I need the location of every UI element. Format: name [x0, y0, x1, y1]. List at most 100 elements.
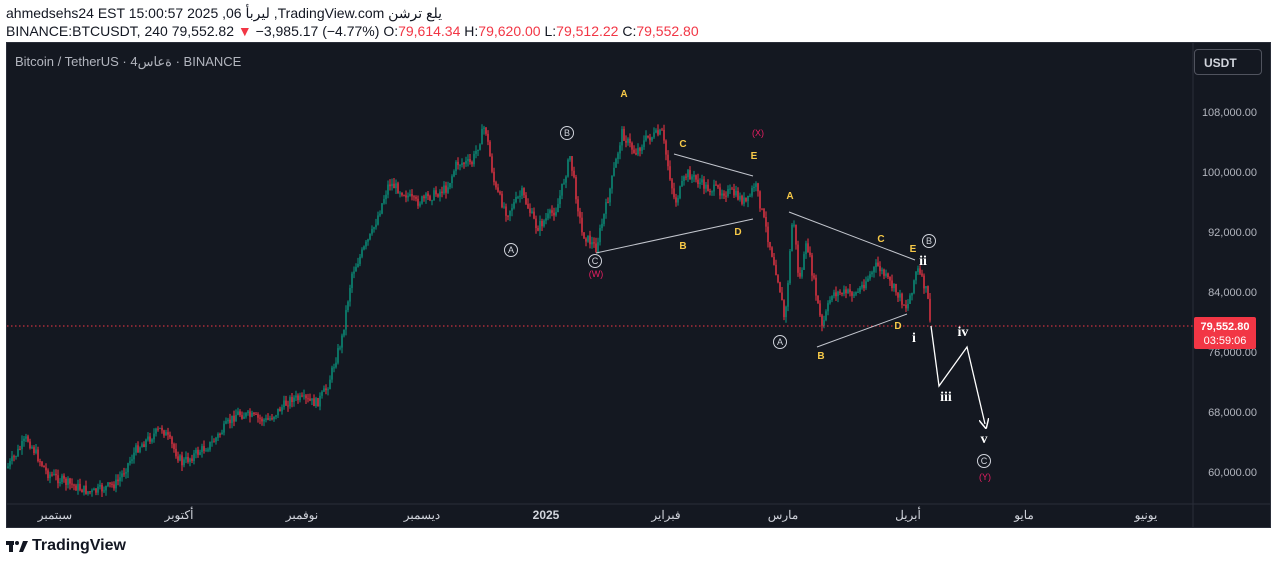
- svg-text:B: B: [564, 128, 570, 138]
- candle-body: [509, 210, 511, 216]
- price-tick: 92,000.00: [1208, 227, 1257, 239]
- candle-body: [227, 419, 229, 422]
- candle-body: [737, 190, 739, 200]
- wave-label-d2: D: [894, 321, 901, 332]
- candle-body: [367, 239, 369, 242]
- candle-body: [655, 130, 657, 133]
- candle-body: [803, 254, 805, 270]
- candle-body: [125, 472, 127, 474]
- candle-body: [587, 235, 589, 242]
- candle-body: [517, 196, 519, 198]
- circled-wave-a2: A: [773, 335, 787, 349]
- candle-body: [481, 128, 483, 145]
- candle-body: [589, 235, 591, 245]
- price-tick: 84,000.00: [1208, 287, 1257, 299]
- candle-body: [31, 447, 33, 449]
- candle-body: [215, 437, 217, 442]
- candle-body: [691, 176, 693, 180]
- candle-body: [473, 153, 475, 165]
- candle-body: [129, 460, 131, 464]
- candle-body: [869, 274, 871, 279]
- candle-body: [775, 264, 777, 276]
- candle-body: [323, 388, 325, 392]
- tradingview-logo[interactable]: TradingView: [6, 537, 126, 555]
- candle-body: [629, 138, 631, 143]
- candle-body: [891, 280, 893, 289]
- wave-label-a2: A: [786, 191, 793, 202]
- candle-body: [523, 188, 525, 196]
- chart-pane[interactable]: A C E B D A C E B D (X) (W) (Y) ii i iv …: [6, 42, 1271, 528]
- candle-body: [601, 223, 603, 229]
- currency-unit-button[interactable]: USDT: [1194, 49, 1262, 75]
- candle-body: [199, 452, 201, 455]
- candle-body: [817, 295, 819, 304]
- candle-body: [723, 193, 725, 196]
- candle-body: [105, 486, 107, 491]
- candle-body: [47, 470, 49, 479]
- candle-body: [155, 428, 157, 434]
- time-axis[interactable]: سبتمبر أكتوبر نوفمبر ديسمبر 2025 فبراير …: [37, 507, 1158, 522]
- candle-body: [327, 389, 329, 391]
- svg-text:B: B: [926, 236, 932, 246]
- price-axis[interactable]: 108,000.00 100,000.00 92,000.00 84,000.0…: [1202, 107, 1257, 479]
- candle-body: [241, 415, 243, 419]
- ohlc-line: BINANCE:BTCUSDT, 240 79,552.82 ▼ −3,985.…: [6, 23, 699, 39]
- candle-body: [87, 491, 89, 494]
- svg-text:A: A: [777, 337, 783, 347]
- candle-body: [609, 188, 611, 203]
- candle-body: [231, 415, 233, 424]
- candle-body: [715, 184, 717, 186]
- candle-body: [545, 218, 547, 221]
- candle-body: [773, 257, 775, 265]
- price-tick: 60,000.00: [1208, 467, 1257, 479]
- wave-label-ii: ii: [919, 254, 927, 269]
- candle-body: [575, 177, 577, 200]
- candle-body: [783, 300, 785, 318]
- candle-body: [281, 407, 283, 412]
- candle-body: [429, 196, 431, 201]
- circled-wave-c1: C: [588, 254, 602, 268]
- candle-body: [79, 483, 81, 490]
- candle-body: [407, 195, 409, 198]
- candle-body: [529, 208, 531, 213]
- candle-body: [793, 224, 795, 226]
- candle-body: [799, 272, 801, 277]
- candle-body: [847, 289, 849, 294]
- candle-body: [585, 238, 587, 242]
- candle-body: [409, 194, 411, 196]
- wave-label-w: (W): [589, 269, 604, 279]
- candle-body: [555, 212, 557, 216]
- candle-body: [229, 419, 231, 424]
- candle-body: [263, 419, 265, 422]
- candle-body: [161, 427, 163, 431]
- candle-body: [373, 227, 375, 229]
- candle-body: [917, 268, 919, 272]
- candle-body: [901, 293, 903, 305]
- candle-body: [821, 315, 823, 326]
- candle-body: [285, 400, 287, 406]
- candle-body: [553, 212, 555, 216]
- candle-body: [801, 270, 803, 277]
- last-price-label: 79,552.80 03:59:06: [1194, 317, 1256, 349]
- candle-body: [483, 127, 485, 129]
- candle-body: [205, 450, 207, 452]
- candle-body: [507, 215, 509, 217]
- candle-body: [313, 398, 315, 407]
- wave-label-i: i: [912, 331, 916, 346]
- chart-canvas[interactable]: A C E B D A C E B D (X) (W) (Y) ii i iv …: [7, 43, 1270, 527]
- wave-label-e2: E: [910, 244, 917, 255]
- candle-body: [91, 490, 93, 493]
- candle-body: [653, 132, 655, 138]
- candle-body: [255, 414, 257, 415]
- candle-body: [605, 202, 607, 214]
- candle-body: [175, 448, 177, 457]
- candle-body: [299, 395, 301, 401]
- candle-body: [815, 277, 817, 296]
- candle-body: [789, 251, 791, 284]
- candle-body: [781, 292, 783, 301]
- candle-body: [35, 449, 37, 453]
- candle-body: [469, 159, 471, 162]
- candle-body: [207, 449, 209, 451]
- candle-body: [191, 458, 193, 461]
- candle-body: [21, 441, 23, 450]
